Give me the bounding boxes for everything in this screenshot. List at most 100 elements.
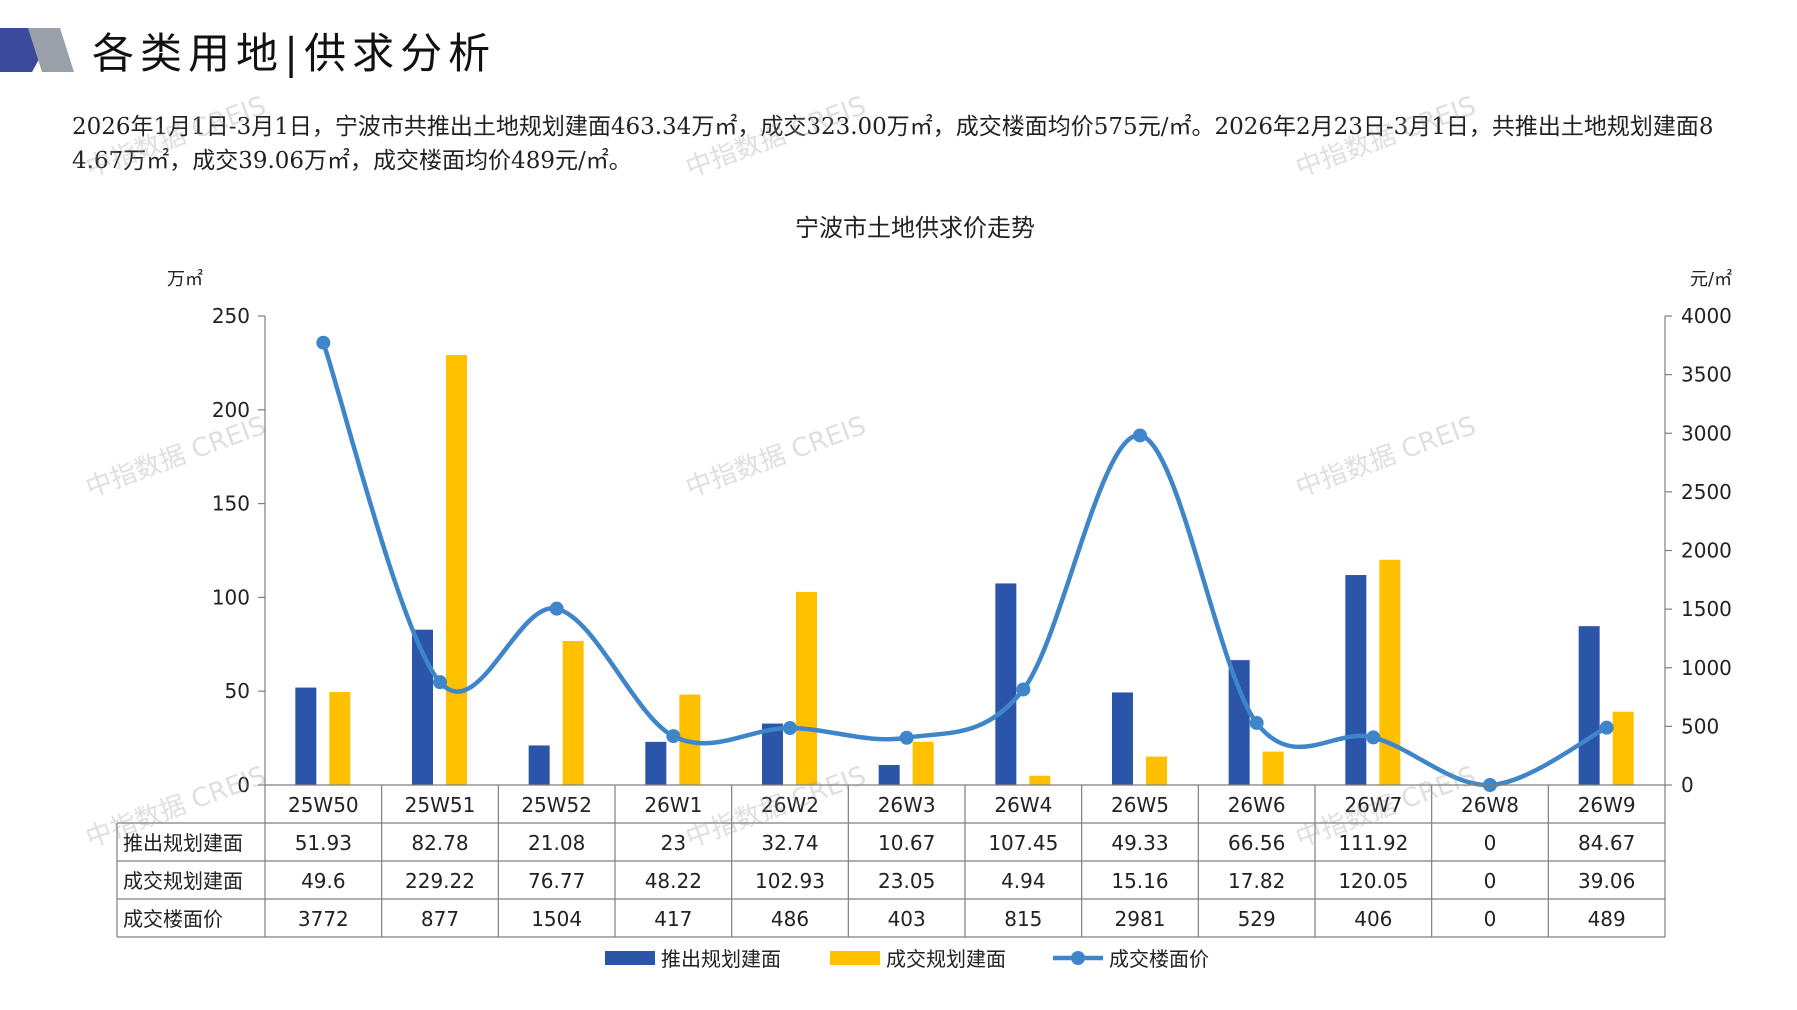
bar-成交规划建面	[1029, 775, 1051, 785]
bar-成交规划建面	[796, 591, 817, 785]
legend-label: 成交规划建面	[886, 947, 1006, 971]
x-tick-label: 26W4	[994, 793, 1052, 817]
bar-成交规划建面	[1379, 559, 1401, 785]
legend-label: 成交楼面价	[1109, 947, 1209, 971]
bar-推出规划建面	[412, 629, 433, 785]
table-cell: 15.16	[1111, 869, 1168, 893]
line-point-成交楼面价	[899, 730, 914, 745]
table-cell: 0	[1484, 869, 1497, 893]
table-cell: 529	[1238, 907, 1276, 931]
table-cell: 51.93	[295, 831, 352, 855]
y-right-tick-label: 4000	[1681, 304, 1732, 328]
bar-推出规划建面	[1578, 626, 1600, 785]
table-cell: 84.67	[1578, 831, 1635, 855]
table-cell: 417	[654, 907, 692, 931]
bar-推出规划建面	[1228, 660, 1250, 785]
table-cell: 82.78	[411, 831, 468, 855]
x-tick-label: 26W8	[1461, 793, 1519, 817]
line-成交楼面价	[321, 342, 1608, 788]
line-point-成交楼面价	[433, 675, 447, 690]
y-right-tick-label: 500	[1681, 714, 1719, 738]
table-row-label: 推出规划建面	[123, 831, 243, 855]
table-cell: 21.08	[528, 831, 585, 855]
legend-swatch-成交规划建面	[830, 951, 880, 965]
y-right-tick-label: 1500	[1681, 597, 1732, 621]
table-cell: 3772	[298, 907, 349, 931]
legend-label: 推出规划建面	[661, 947, 781, 971]
table-cell: 49.33	[1111, 831, 1168, 855]
table-cell: 107.45	[988, 831, 1058, 855]
bar-成交规划建面	[562, 640, 584, 785]
line-point-成交楼面价	[1016, 682, 1031, 697]
x-tick-label: 26W6	[1228, 793, 1286, 817]
x-tick-label: 26W2	[761, 793, 819, 817]
x-tick-label: 26W1	[644, 793, 702, 817]
bar-推出规划建面	[528, 745, 550, 785]
bar-推出规划建面	[645, 741, 667, 785]
y-right-tick-label: 2000	[1681, 539, 1732, 563]
page-title: 各类用地|供求分析	[92, 29, 497, 78]
table-cell: 48.22	[645, 869, 702, 893]
line-point-成交楼面价	[1133, 428, 1147, 443]
line-point-成交楼面价	[1599, 720, 1614, 735]
bar-推出规划建面	[1112, 692, 1133, 785]
table-cell: 111.92	[1338, 831, 1408, 855]
legend-swatch-推出规划建面	[605, 951, 655, 965]
table-cell: 66.56	[1228, 831, 1285, 855]
y-right-tick-label: 3500	[1681, 363, 1732, 387]
table-cell: 406	[1354, 907, 1392, 931]
table-cell: 120.05	[1338, 869, 1408, 893]
y-left-tick-label: 50	[225, 679, 250, 703]
table-cell: 1504	[531, 907, 582, 931]
summary-text: 2026年1月1日-3月1日，宁波市共推出土地规划建面463.34万㎡，成交32…	[72, 114, 1714, 174]
line-point-成交楼面价	[666, 729, 681, 744]
table-cell: 403	[888, 907, 926, 931]
table-cell: 229.22	[405, 869, 475, 893]
legend-marker-成交楼面价	[1071, 951, 1085, 965]
table-cell: 877	[421, 907, 459, 931]
table-cell: 32.74	[761, 831, 818, 855]
table-cell: 2981	[1115, 907, 1166, 931]
line-point-成交楼面价	[1249, 715, 1264, 730]
y-right-tick-label: 2500	[1681, 480, 1732, 504]
bar-推出规划建面	[762, 723, 783, 785]
table-row-label: 成交规划建面	[123, 869, 243, 893]
x-tick-label: 26W7	[1344, 793, 1402, 817]
table-cell: 0	[1484, 907, 1497, 931]
header-logo	[0, 28, 74, 72]
table-cell: 486	[771, 907, 809, 931]
bar-推出规划建面	[995, 583, 1017, 785]
y-right-tick-label: 3000	[1681, 421, 1732, 445]
bar-成交规划建面	[912, 741, 934, 785]
line-point-成交楼面价	[316, 335, 331, 350]
y-right-tick-label: 1000	[1681, 656, 1732, 680]
table-cell: 0	[1484, 831, 1497, 855]
bar-成交规划建面	[1612, 711, 1634, 785]
table-cell: 4.94	[1001, 869, 1046, 893]
y-left-unit: 万㎡	[167, 268, 203, 290]
table-cell: 39.06	[1578, 869, 1635, 893]
bar-推出规划建面	[1345, 575, 1367, 785]
y-left-tick-label: 250	[212, 304, 250, 328]
table-cell: 23	[661, 831, 686, 855]
table-cell: 17.82	[1228, 869, 1285, 893]
y-right-tick-label: 0	[1681, 773, 1694, 797]
table-row-label: 成交楼面价	[123, 907, 223, 931]
table-cell: 815	[1004, 907, 1042, 931]
bar-成交规划建面	[1262, 751, 1284, 785]
x-tick-label: 26W5	[1111, 793, 1169, 817]
table-cell: 76.77	[528, 869, 585, 893]
bar-成交规划建面	[446, 354, 467, 785]
y-right-unit: 元/㎡	[1690, 268, 1732, 290]
y-left-tick-label: 0	[237, 773, 250, 797]
line-point-成交楼面价	[783, 721, 797, 736]
x-tick-label: 25W52	[521, 793, 592, 817]
bar-成交规划建面	[1146, 756, 1167, 785]
y-left-tick-label: 150	[212, 492, 250, 516]
logo-grey-shape	[28, 28, 74, 72]
x-tick-label: 26W3	[878, 793, 936, 817]
line-point-成交楼面价	[1366, 730, 1381, 745]
x-tick-label: 25W51	[405, 793, 476, 817]
y-left-tick-label: 100	[212, 585, 250, 609]
